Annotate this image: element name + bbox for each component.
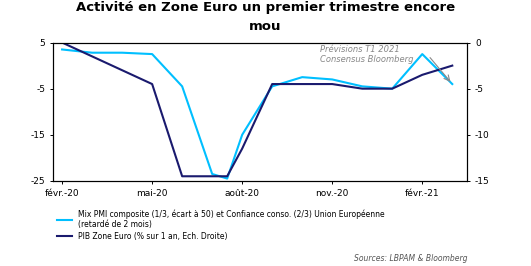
Legend: Mix PMI composite (1/3, écart à 50) et Confiance conso. (2/3) Union Européenne
(: Mix PMI composite (1/3, écart à 50) et C… [57,210,385,241]
Text: Sources: LBPAM & Bloomberg: Sources: LBPAM & Bloomberg [354,254,467,263]
Text: mou: mou [249,20,282,33]
Text: Activité en Zone Euro un premier trimestre encore: Activité en Zone Euro un premier trimest… [76,1,455,14]
Text: Prévisions T1 2021
Consensus Bloomberg: Prévisions T1 2021 Consensus Bloomberg [320,45,414,64]
